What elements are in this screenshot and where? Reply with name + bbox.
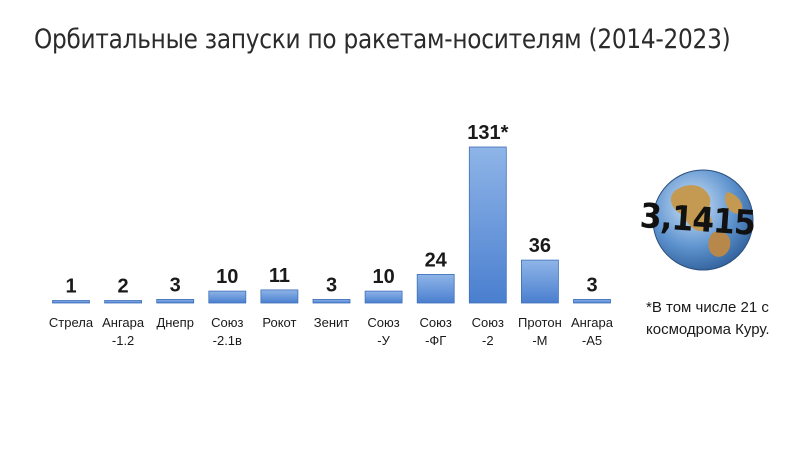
data-label-7: 24 [425,249,448,271]
category-label-6: Союз -У [367,315,399,348]
category-label-9: Протон -М [518,315,562,348]
bar-10 [573,298,611,304]
bar-5 [312,298,351,304]
logo-text: 3,1415 [638,196,757,244]
category-label-4: Рокот [262,315,296,330]
category-label-8: Союз -2 [472,315,504,348]
category-label-3: Союз -2.1в [211,315,243,348]
data-label-6: 10 [372,266,394,288]
bar-2 [156,298,195,304]
bar-4 [260,289,299,304]
bar-0 [52,300,90,304]
data-label-3: 10 [216,266,238,288]
data-label-0: 1 [65,276,76,298]
bar-3 [208,290,247,304]
bar-1 [104,300,142,304]
category-label-1: Ангара -1.2 [102,315,145,348]
bar-6 [364,290,403,304]
bar-8 [468,146,507,304]
footnote: *В том числе 21 с космодрома Куру. [646,299,770,338]
data-label-5: 3 [326,274,337,296]
category-label-7: Союз -ФГ [420,315,452,348]
data-label-4: 11 [269,265,290,287]
bar-9 [521,259,559,304]
globe-logo: 3,1415 [636,160,766,285]
category-label-0: Стрела [49,315,94,330]
data-label-1: 2 [118,276,129,298]
category-label-5: Зенит [314,315,350,330]
bar-7 [416,273,455,304]
data-label-10: 3 [586,274,597,296]
data-label-9: 36 [529,235,551,257]
data-label-8: 131* [467,122,508,144]
chart-title: Орбитальные запуски по ракетам-носителям… [34,24,731,55]
category-label-2: Днепр [156,315,193,330]
category-label-10: Ангара -А5 [571,315,614,348]
data-label-2: 3 [170,274,181,296]
